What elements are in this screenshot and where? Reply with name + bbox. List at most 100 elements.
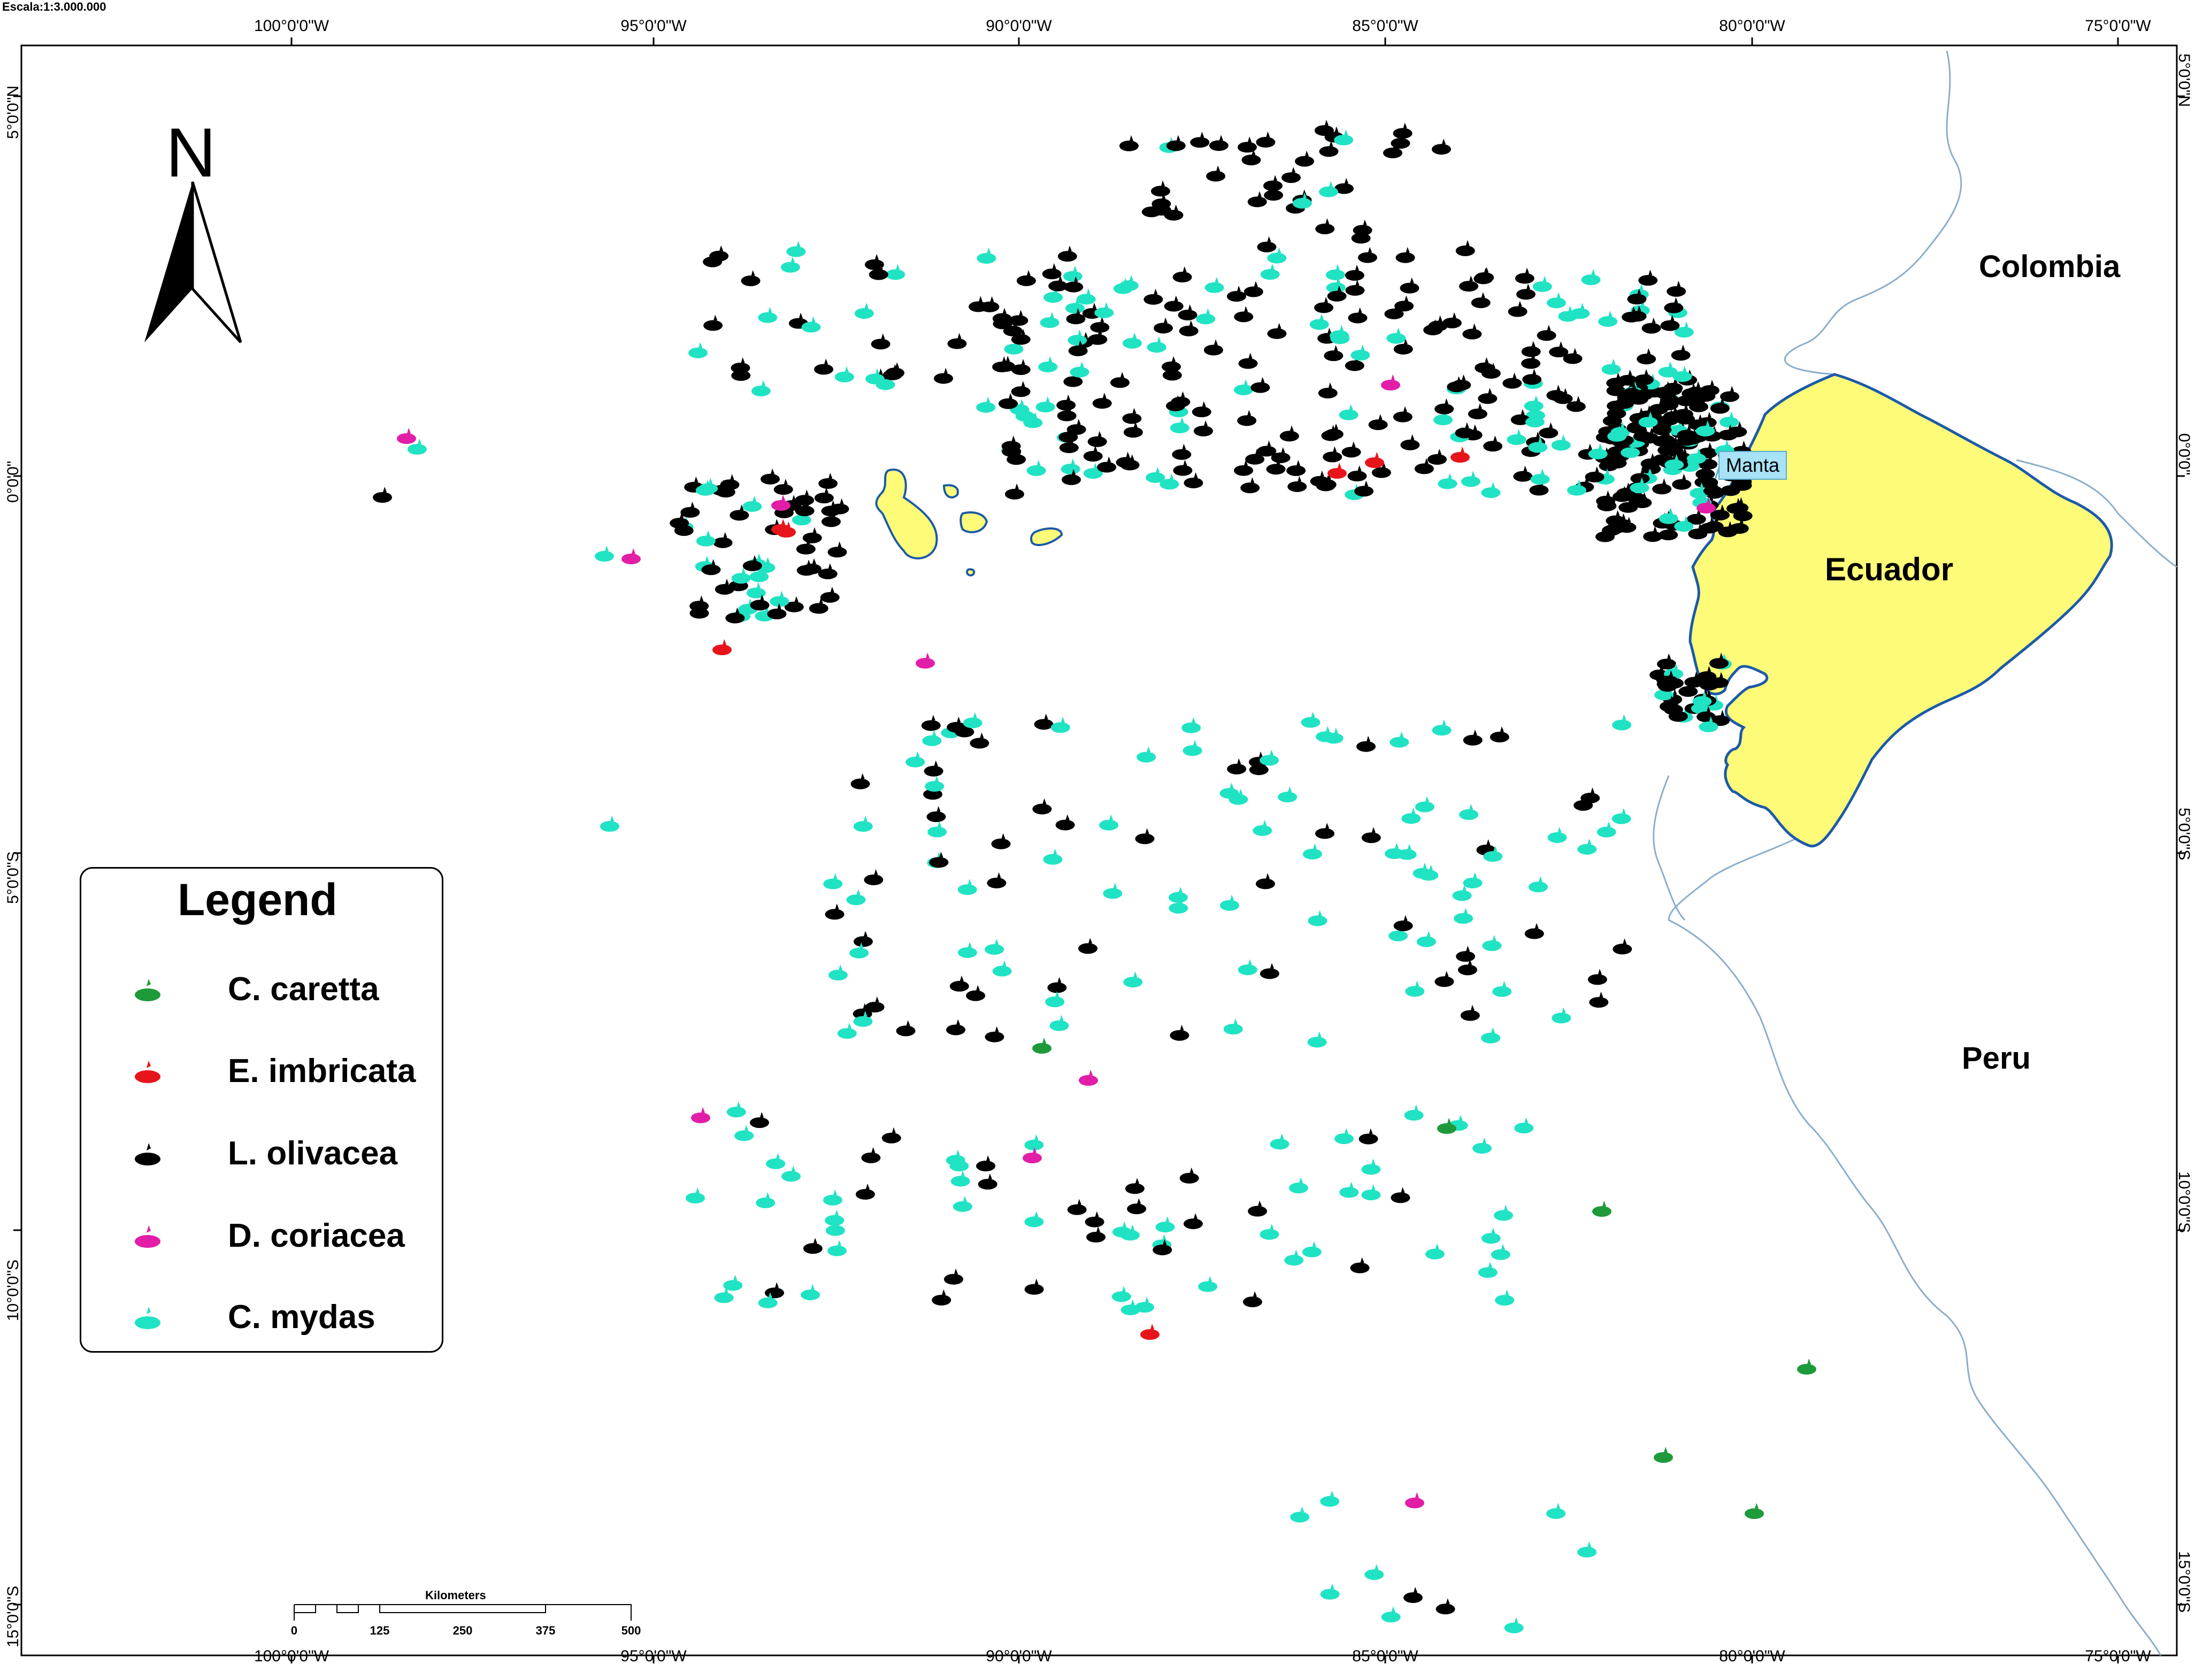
legend-item-e-imbricata: E. imbricata <box>81 1041 442 1106</box>
ecuador-land <box>1688 373 2113 848</box>
turtle-marker-imbricata <box>777 521 796 538</box>
turtle-marker-olivacea <box>1066 419 1086 435</box>
turtle-marker-olivacea <box>861 1147 881 1163</box>
turtle-marker-olivacea <box>1152 199 1172 216</box>
turtle-marker-olivacea <box>1193 420 1213 436</box>
turtle-marker-olivacea <box>853 1003 872 1019</box>
turtle-marker-olivacea <box>1263 175 1283 191</box>
country-label-ecuador: Ecuador <box>1825 551 1954 587</box>
turtle-marker-olivacea <box>1455 422 1475 439</box>
turtle-marker-olivacea <box>1237 410 1257 426</box>
turtle-marker-olivacea <box>1659 394 1679 410</box>
turtle-marker-mydas <box>1233 379 1253 396</box>
right-tick-label: 0°0'0" <box>2175 433 2193 475</box>
left-tick-label: 0°0'0" <box>4 461 22 503</box>
turtle-marker-mydas <box>1068 329 1087 346</box>
turtle-marker-olivacea <box>934 367 954 384</box>
turtle-marker-olivacea <box>741 270 761 287</box>
turtle-marker-olivacea <box>1004 483 1024 500</box>
turtle-marker-olivacea <box>871 333 891 350</box>
turtle-marker-olivacea <box>1172 443 1192 460</box>
turtle-marker-mydas <box>742 495 762 512</box>
legend-item-c-mydas: C. mydas <box>81 1287 442 1352</box>
turtle-marker-olivacea <box>767 603 787 619</box>
turtle-marker-mydas <box>1267 247 1287 264</box>
turtle-marker-olivacea <box>818 563 838 579</box>
turtle-marker-mydas <box>1415 796 1434 812</box>
turtle-marker-olivacea <box>1660 314 1680 331</box>
turtle-marker-olivacea <box>976 1155 996 1171</box>
turtle-marker-mydas <box>1452 885 1472 901</box>
scale-bar-label: 375 <box>535 1624 556 1637</box>
turtle-marker-olivacea <box>1462 323 1482 340</box>
top-tick-label: 100°0'0"W <box>254 17 329 35</box>
turtle-marker-mydas <box>1577 1541 1597 1558</box>
top-tick-label: 75°0'0"W <box>2085 17 2151 35</box>
turtle-marker-olivacea <box>1659 524 1678 541</box>
right-tick-label: 5°0'0"N <box>2175 53 2193 108</box>
turtle-marker-olivacea <box>1351 227 1371 244</box>
turtle-marker-mydas <box>686 1187 705 1203</box>
turtle-marker-olivacea <box>1319 141 1339 157</box>
turtle-marker-mydas <box>1695 420 1715 436</box>
turtle-marker-mydas <box>976 396 996 413</box>
turtle-marker-olivacea <box>802 527 822 543</box>
turtle-marker-mydas <box>1530 469 1550 485</box>
turtle-marker-olivacea <box>1315 823 1335 839</box>
turtle-marker-mydas <box>801 316 821 333</box>
turtle-marker-olivacea <box>827 541 847 558</box>
turtle-marker-olivacea <box>1371 462 1391 478</box>
turtle-marker-mydas <box>1040 312 1060 328</box>
turtle-marker-olivacea <box>1153 1239 1172 1255</box>
turtle-marker-mydas <box>1229 788 1248 805</box>
turtle-marker-olivacea <box>993 313 1012 329</box>
turtle-marker-olivacea <box>966 985 986 1001</box>
turtle-marker-mydas <box>1122 332 1142 349</box>
turtle-marker-mydas <box>780 256 800 273</box>
turtle-marker-mydas <box>1672 366 1692 382</box>
turtle-marker-olivacea <box>1546 385 1566 401</box>
turtle-marker-mydas <box>1308 910 1327 926</box>
turtle-marker-olivacea <box>1475 357 1494 373</box>
turtle-marker-mydas <box>1699 716 1718 732</box>
turtle-marker-olivacea <box>1255 873 1275 889</box>
turtle-marker-olivacea <box>1656 381 1676 397</box>
turtle-marker-coriacea <box>691 1107 710 1123</box>
turtle-marker-mydas <box>766 1153 786 1169</box>
turtle-marker-olivacea <box>1607 452 1627 469</box>
turtle-marker-olivacea <box>1672 473 1692 490</box>
turtle-marker-mydas <box>1260 749 1279 766</box>
turtle-marker-olivacea <box>1048 275 1068 291</box>
turtle-marker-mydas <box>1610 421 1630 438</box>
turtle-marker-olivacea <box>1455 240 1475 256</box>
turtle-marker-olivacea <box>1436 1598 1455 1615</box>
turtle-marker-olivacea <box>1515 267 1534 284</box>
turtle-marker-caretta <box>1032 1038 1051 1054</box>
legend-box: Legend C. caretta E. imbricata L. olivac… <box>80 867 443 1353</box>
turtle-marker-olivacea <box>1660 695 1679 712</box>
turtle-marker-olivacea <box>1521 352 1541 369</box>
turtle-marker-mydas <box>756 1192 776 1208</box>
turtle-marker-olivacea <box>1092 393 1112 409</box>
turtle-marker-olivacea <box>1383 142 1402 158</box>
turtle-marker-mydas <box>1405 980 1425 997</box>
turtle-marker-olivacea <box>670 512 689 529</box>
legend-item-l-olivacea: L. olivacea <box>81 1124 442 1188</box>
turtle-marker-olivacea <box>1637 348 1656 365</box>
turtle-marker-olivacea <box>1468 403 1487 419</box>
turtle-marker-caretta <box>1745 1503 1764 1519</box>
turtle-icon <box>135 1061 160 1083</box>
turtle-marker-olivacea <box>814 358 834 375</box>
turtle-marker-olivacea <box>1324 423 1344 440</box>
turtle-marker-mydas <box>731 567 751 584</box>
turtle-marker-mydas <box>1024 1134 1044 1150</box>
turtle-marker-mydas <box>1386 327 1406 344</box>
turtle-marker-olivacea <box>1368 414 1388 431</box>
turtle-marker-olivacea <box>1460 1004 1480 1021</box>
turtle-marker-olivacea <box>1281 167 1301 183</box>
scale-bar-label: 0 <box>290 1624 298 1637</box>
turtle-marker-olivacea <box>1573 794 1593 811</box>
turtle-marker-olivacea <box>1589 991 1609 1008</box>
turtle-marker-olivacea <box>1011 381 1031 397</box>
turtle-marker-mydas <box>825 1219 845 1236</box>
